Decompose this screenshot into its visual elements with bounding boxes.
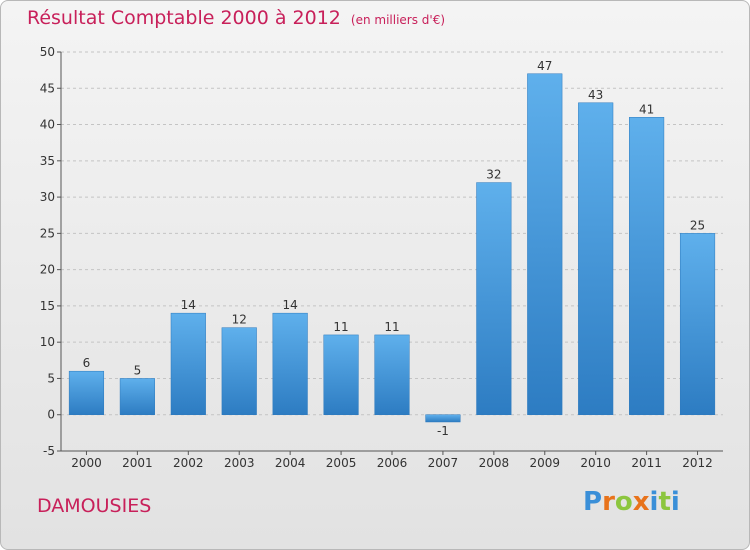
y-tick-label: 35 — [40, 154, 55, 168]
data-label: 47 — [537, 59, 552, 73]
bar — [679, 233, 716, 415]
y-tick-label: -5 — [43, 444, 55, 458]
logo-letter: o — [614, 487, 633, 517]
data-label: 6 — [83, 356, 91, 370]
y-tick-label: 10 — [40, 335, 55, 349]
y-tick-label: 25 — [40, 226, 55, 240]
x-tick-label: 2012 — [682, 456, 713, 470]
data-label: 14 — [283, 298, 298, 312]
logo-letter: i — [649, 487, 659, 517]
data-label: -1 — [437, 424, 449, 438]
y-tick-label: 5 — [47, 371, 55, 385]
data-label: 11 — [333, 320, 348, 334]
chart-unit: (en milliers d'€) — [350, 13, 446, 27]
bar — [374, 334, 410, 415]
bar — [425, 414, 461, 423]
bar — [476, 182, 512, 415]
x-tick-label: 2009 — [529, 456, 560, 470]
data-label: 12 — [232, 313, 247, 327]
data-label: 14 — [181, 298, 196, 312]
y-tick-label: 20 — [40, 263, 55, 277]
logo-letter: x — [632, 487, 650, 517]
bar — [119, 378, 155, 415]
y-tick-label: 30 — [40, 190, 55, 204]
bar — [323, 334, 359, 415]
data-label: 5 — [134, 363, 142, 377]
logo-letter: P — [583, 487, 603, 517]
bar — [221, 327, 257, 415]
x-tick-label: 2003 — [224, 456, 255, 470]
x-tick-label: 2004 — [275, 456, 306, 470]
y-tick-label: 45 — [40, 81, 55, 95]
bar — [527, 73, 563, 415]
y-tick-label: 15 — [40, 299, 55, 313]
bar — [629, 117, 665, 415]
y-tick-label: 50 — [40, 45, 55, 59]
data-label: 11 — [384, 320, 399, 334]
chart-title: Résultat Comptable 2000 à 2012 (en millie… — [27, 7, 445, 29]
logo-letter: t — [658, 487, 671, 517]
y-tick-label: 0 — [47, 408, 55, 422]
x-tick-label: 2001 — [122, 456, 153, 470]
chart-title-text: Résultat Comptable 2000 à 2012 — [27, 7, 341, 29]
data-label: 43 — [588, 88, 603, 102]
bars — [68, 73, 716, 423]
logo-letter: i — [670, 487, 680, 517]
commune-name: DAMOUSIES — [37, 495, 152, 517]
bar — [578, 102, 614, 415]
x-tick-label: 2006 — [377, 456, 408, 470]
bar — [170, 312, 206, 415]
data-label: 41 — [639, 102, 654, 116]
axes: -5 0 5 10 15 20 25 30 35 40 45 50 2000 2001 2002 2003 20… — [40, 45, 723, 470]
data-label: 25 — [690, 218, 705, 232]
x-tick-label: 2010 — [580, 456, 611, 470]
proxiti-logo: Proxiti — [583, 487, 680, 517]
data-label: 32 — [486, 168, 501, 182]
bar — [272, 312, 308, 415]
x-tick-label: 2007 — [428, 456, 459, 470]
x-tick-label: 2011 — [631, 456, 662, 470]
bar — [68, 370, 105, 415]
y-tick-label: 40 — [40, 118, 55, 132]
data-labels: 6 5 14 12 14 11 11 -1 32 47 43 41 25 — [83, 59, 706, 438]
x-tick-label: 2002 — [173, 456, 204, 470]
x-tick-label: 2008 — [479, 456, 510, 470]
x-tick-label: 2000 — [71, 456, 102, 470]
logo-letter: r — [602, 487, 615, 517]
x-tick-label: 2005 — [326, 456, 357, 470]
